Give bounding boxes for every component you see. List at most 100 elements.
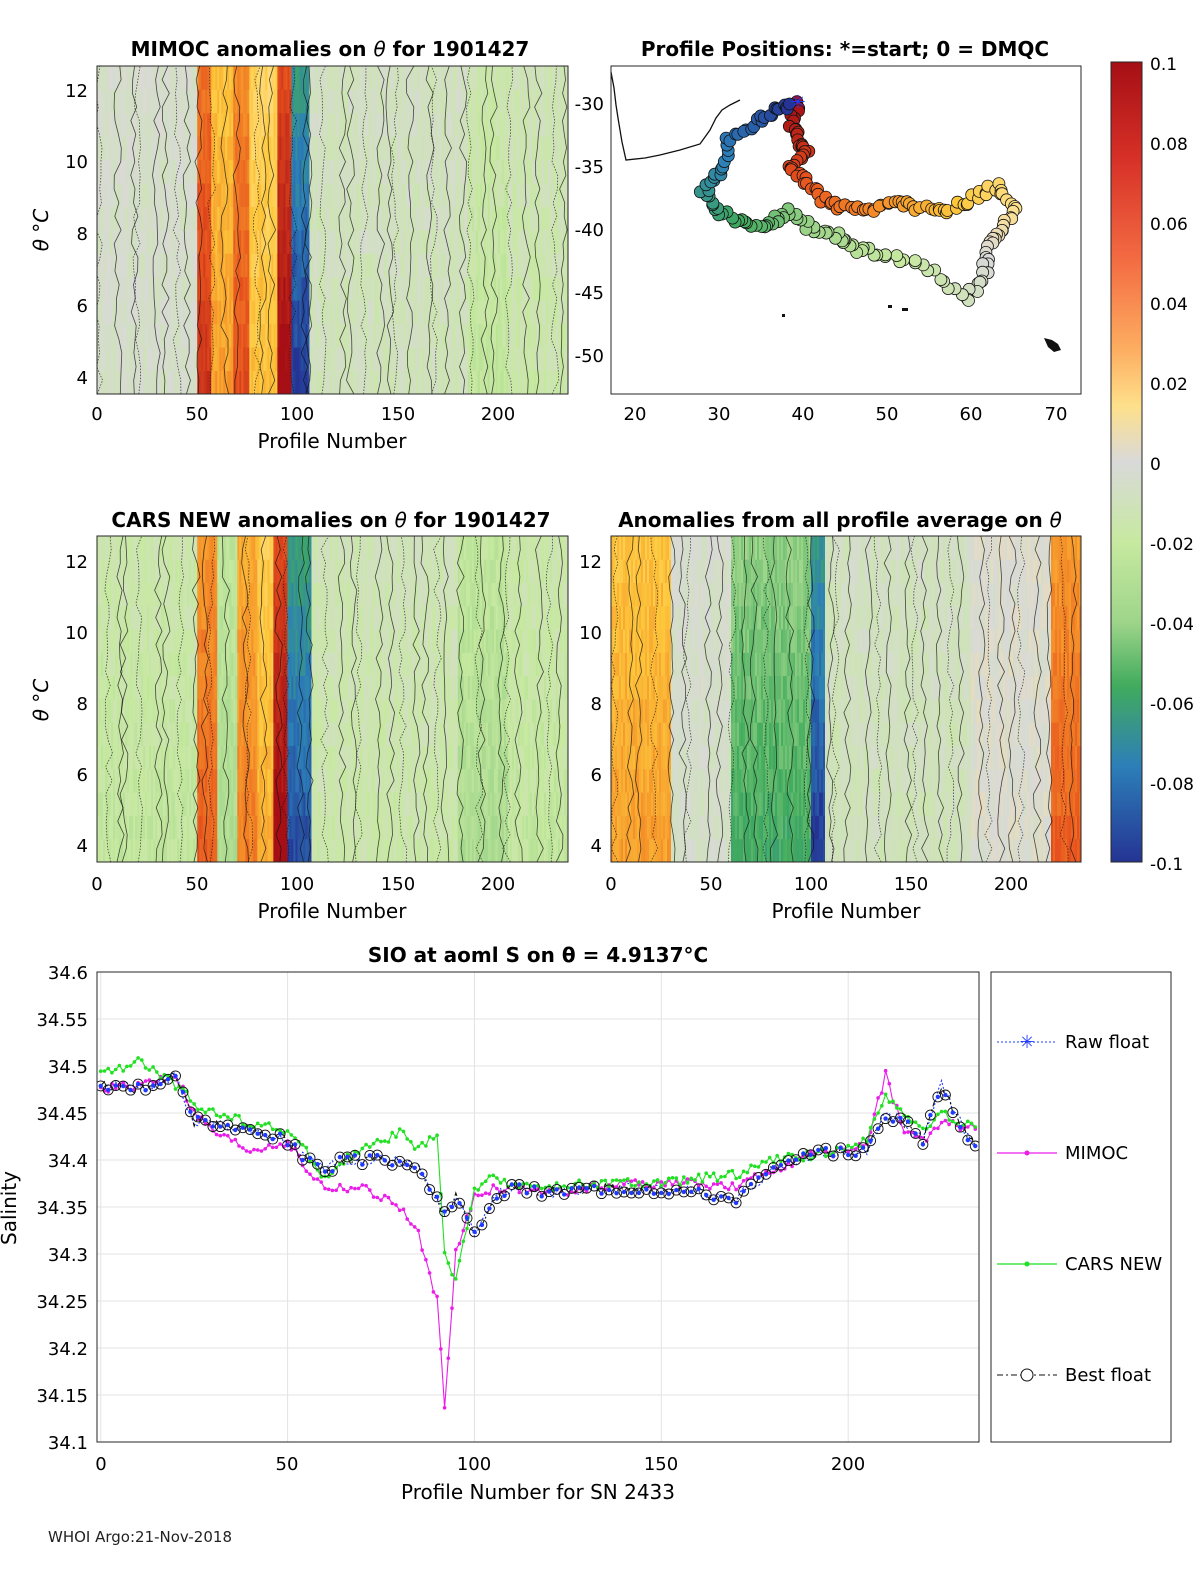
heatmap-cell [309, 370, 312, 394]
heatmap-cell [519, 159, 523, 184]
heatmap-cell [185, 722, 188, 746]
heatmap-cell [253, 605, 256, 630]
heatmap-cell [261, 536, 264, 560]
heatmap-cell [303, 253, 306, 278]
heatmap-cell [105, 370, 108, 394]
heatmap-cell [229, 629, 232, 653]
heatmap-cell [161, 347, 164, 371]
heatmap-cell [239, 347, 242, 371]
heatmap-cell [391, 300, 395, 325]
heatmap-cell [289, 230, 292, 254]
heatmap-cell [253, 159, 256, 184]
heatmap-cell [345, 159, 348, 184]
heatmap-cell [141, 230, 144, 254]
heatmap-cell [163, 745, 166, 770]
heatmap-cell [357, 89, 360, 114]
heatmap-cell [461, 276, 465, 301]
heatmap-cell [295, 89, 298, 114]
heatmap-cell [143, 276, 146, 301]
heatmap-cell [249, 370, 252, 394]
heatmap-cell [179, 136, 182, 161]
heatmap-cell [385, 66, 389, 90]
heatmap-cell [449, 323, 453, 348]
heatmap-cell [247, 768, 250, 793]
heatmap-cell [281, 300, 284, 325]
heatmap-cell [157, 722, 160, 746]
heatmap-cell [315, 370, 318, 394]
heatmap-cell [117, 112, 120, 137]
heatmap-cell [145, 206, 148, 231]
heatmap-cell [453, 112, 457, 137]
heatmap-cell [261, 347, 264, 371]
heatmap-cell [159, 699, 162, 723]
heatmap-cell [483, 159, 487, 184]
heatmap-cell [383, 323, 387, 348]
heatmap-cell [111, 276, 114, 301]
heatmap-cell [551, 230, 555, 254]
heatmap-cell [171, 815, 174, 840]
heatmap-cell [147, 347, 150, 371]
heatmap-cell [401, 66, 405, 90]
heatmap-cell [103, 745, 106, 770]
heatmap-cell [497, 89, 501, 114]
heatmap-cell [227, 230, 230, 254]
heatmap-cell [99, 159, 102, 184]
heatmap-cell [403, 89, 407, 114]
heatmap-cell [455, 159, 459, 184]
heatmap-cell [407, 159, 411, 184]
heatmap-cell [211, 136, 214, 161]
heatmap-cell [413, 323, 417, 348]
heatmap-cell [211, 652, 214, 677]
heatmap-cell [547, 66, 551, 90]
heatmap-cell [243, 159, 246, 184]
heatmap-cell [277, 629, 280, 653]
heatmap-cell [241, 183, 244, 207]
heatmap-cell [239, 675, 242, 700]
heatmap-cell [327, 370, 330, 394]
heatmap-cell [157, 745, 160, 770]
heatmap-cell [253, 136, 256, 161]
heatmap-cell [173, 323, 176, 348]
heatmap-cell [399, 323, 403, 348]
heatmap-cell [349, 276, 352, 301]
heatmap-cell [171, 582, 174, 607]
heatmap-cell [479, 323, 483, 348]
heatmap-cell [209, 629, 212, 653]
heatmap-cell [109, 66, 112, 90]
heatmap-cell [207, 536, 210, 560]
heatmap-cell [221, 838, 224, 862]
heatmap-cell [157, 66, 160, 90]
heatmap-cell [425, 206, 429, 231]
heatmap-cell [273, 370, 276, 394]
heatmap-cell [163, 792, 166, 816]
heatmap-cell [535, 253, 539, 278]
profile-position-marker [783, 97, 796, 111]
heatmap-cell [331, 89, 334, 114]
heatmap-cell [137, 183, 140, 207]
heatmap-cell [247, 792, 250, 816]
heatmap-cell [117, 768, 120, 793]
heatmap-cell [281, 838, 284, 862]
heatmap-cell [559, 136, 563, 161]
heatmap-cell [111, 629, 114, 653]
heatmap-cell [141, 815, 144, 840]
heatmap-cell [223, 253, 226, 278]
heatmap-cell [195, 300, 198, 325]
heatmap-cell [237, 768, 240, 793]
heatmap-cell [259, 722, 262, 746]
heatmap-cell [287, 370, 290, 394]
heatmap-cell [151, 536, 154, 560]
heatmap-cell [161, 183, 164, 207]
heatmap-cell [381, 159, 384, 184]
heatmap-cell [201, 815, 204, 840]
heatmap-cell [103, 66, 106, 90]
heatmap-cell [281, 536, 284, 560]
heatmap-cell [213, 768, 216, 793]
heatmap-cell [511, 136, 515, 161]
heatmap-cell [491, 66, 495, 90]
heatmap-cell [455, 66, 459, 90]
heatmap-cell [541, 323, 545, 348]
heatmap-cell [241, 629, 244, 653]
heatmap-cell [421, 276, 425, 301]
heatmap-cell [293, 159, 296, 184]
